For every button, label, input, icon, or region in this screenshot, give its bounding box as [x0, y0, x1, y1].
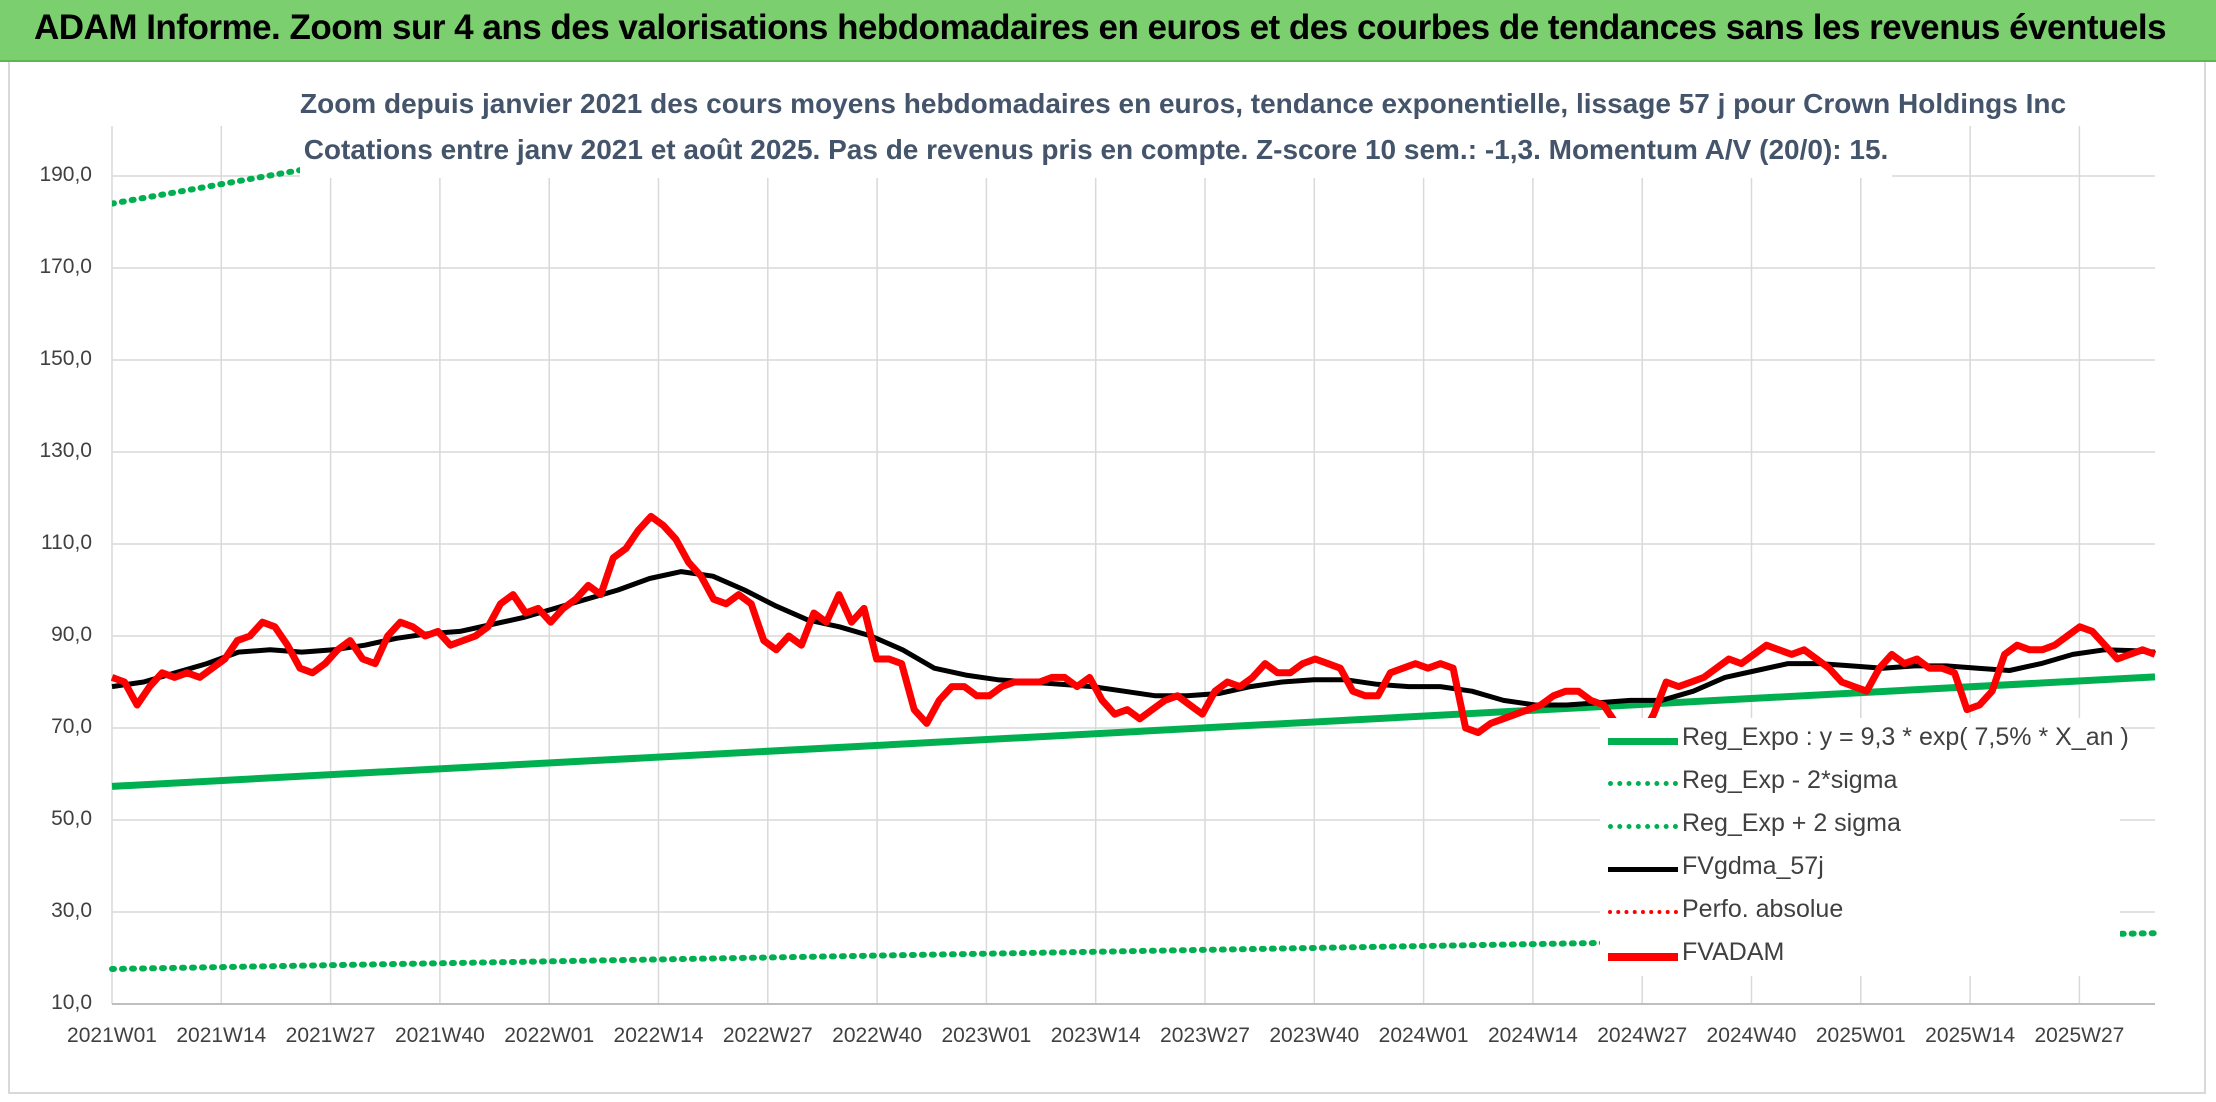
- x-tick-label: 2022W14: [613, 1024, 704, 1047]
- legend-item: Reg_Exp - 2*sigma: [1600, 761, 2120, 804]
- legend-label: Perfo. absolue: [1682, 895, 1844, 923]
- y-tick-label: 10,0: [51, 991, 92, 1014]
- x-tick-label: 2021W14: [176, 1024, 267, 1047]
- legend-label: Reg_Exp - 2*sigma: [1682, 766, 1898, 794]
- x-tick-label: 2021W40: [394, 1024, 485, 1047]
- x-tick-label: 2025W01: [1815, 1024, 1906, 1047]
- x-tick-label: 2021W27: [285, 1024, 376, 1047]
- x-tick-label: 2022W01: [504, 1024, 595, 1047]
- x-tick-label: 2023W40: [1269, 1024, 1360, 1047]
- legend-swatch: [1608, 867, 1678, 872]
- legend-label: Reg_Expo : y = 9,3 * exp( 7,5% * X_an ): [1682, 723, 2129, 751]
- chart-title-line1: Zoom depuis janvier 2021 des cours moyen…: [300, 88, 2067, 119]
- y-tick-label: 90,0: [51, 623, 92, 646]
- x-tick-label: 2022W27: [722, 1024, 813, 1047]
- legend-swatch: [1608, 738, 1678, 745]
- y-tick-label: 30,0: [51, 899, 92, 922]
- series-fvadam: [110, 512, 2157, 741]
- x-tick-label: 2021W01: [67, 1024, 157, 1047]
- y-tick-label: 150,0: [39, 347, 92, 370]
- x-tick-label: 2022W40: [832, 1024, 923, 1047]
- legend-item: FVADAM: [1600, 933, 2120, 976]
- y-tick-label: 190,0: [39, 163, 92, 186]
- legend-item: Perfo. absolue: [1600, 890, 2120, 933]
- x-tick-label: 2024W40: [1706, 1024, 1797, 1047]
- x-tick-label: 2023W27: [1160, 1024, 1250, 1047]
- legend-item: FVgdma_57j: [1600, 847, 2120, 890]
- y-tick-label: 70,0: [51, 715, 92, 738]
- x-tick-label: 2025W27: [2034, 1024, 2125, 1047]
- legend-label: FVgdma_57j: [1682, 852, 1824, 880]
- legend-swatch: [1608, 824, 1678, 829]
- chart-title-box: Zoom depuis janvier 2021 des cours moyen…: [300, 86, 2067, 178]
- legend-item: Reg_Exp + 2 sigma: [1600, 804, 2120, 847]
- y-tick-label: 50,0: [51, 807, 92, 830]
- x-tick-label: 2024W14: [1487, 1024, 1578, 1047]
- chart-legend: Reg_Expo : y = 9,3 * exp( 7,5% * X_an ) R…: [1600, 718, 2129, 976]
- banner: ADAM Informe. Zoom sur 4 ans des valoris…: [0, 0, 2216, 62]
- x-tick-label: 2025W14: [1925, 1024, 2016, 1047]
- legend-swatch: [1608, 953, 1678, 961]
- banner-title: ADAM Informe. Zoom sur 4 ans des valoris…: [34, 8, 2167, 47]
- legend-swatch: [1608, 781, 1678, 786]
- chart-title-line2: Cotations entre janv 2021 et août 2025. …: [303, 134, 1889, 165]
- series-reg-expo: [111, 673, 2156, 790]
- legend-item: Reg_Expo : y = 9,3 * exp( 7,5% * X_an ): [1600, 718, 2129, 761]
- y-tick-label: 170,0: [39, 255, 92, 278]
- x-tick-label: 2023W14: [1050, 1024, 1141, 1047]
- legend-swatch: [1608, 910, 1678, 914]
- x-tick-label: 2024W27: [1597, 1024, 1688, 1047]
- y-tick-label: 110,0: [41, 531, 92, 554]
- legend-label: FVADAM: [1682, 938, 1785, 966]
- x-tick-label: 2024W01: [1378, 1024, 1469, 1047]
- x-tick-label: 2023W01: [941, 1024, 1032, 1047]
- legend-label: Reg_Exp + 2 sigma: [1682, 809, 1901, 837]
- chart-frame: [8, 62, 2206, 1094]
- y-tick-label: 130,0: [39, 439, 92, 462]
